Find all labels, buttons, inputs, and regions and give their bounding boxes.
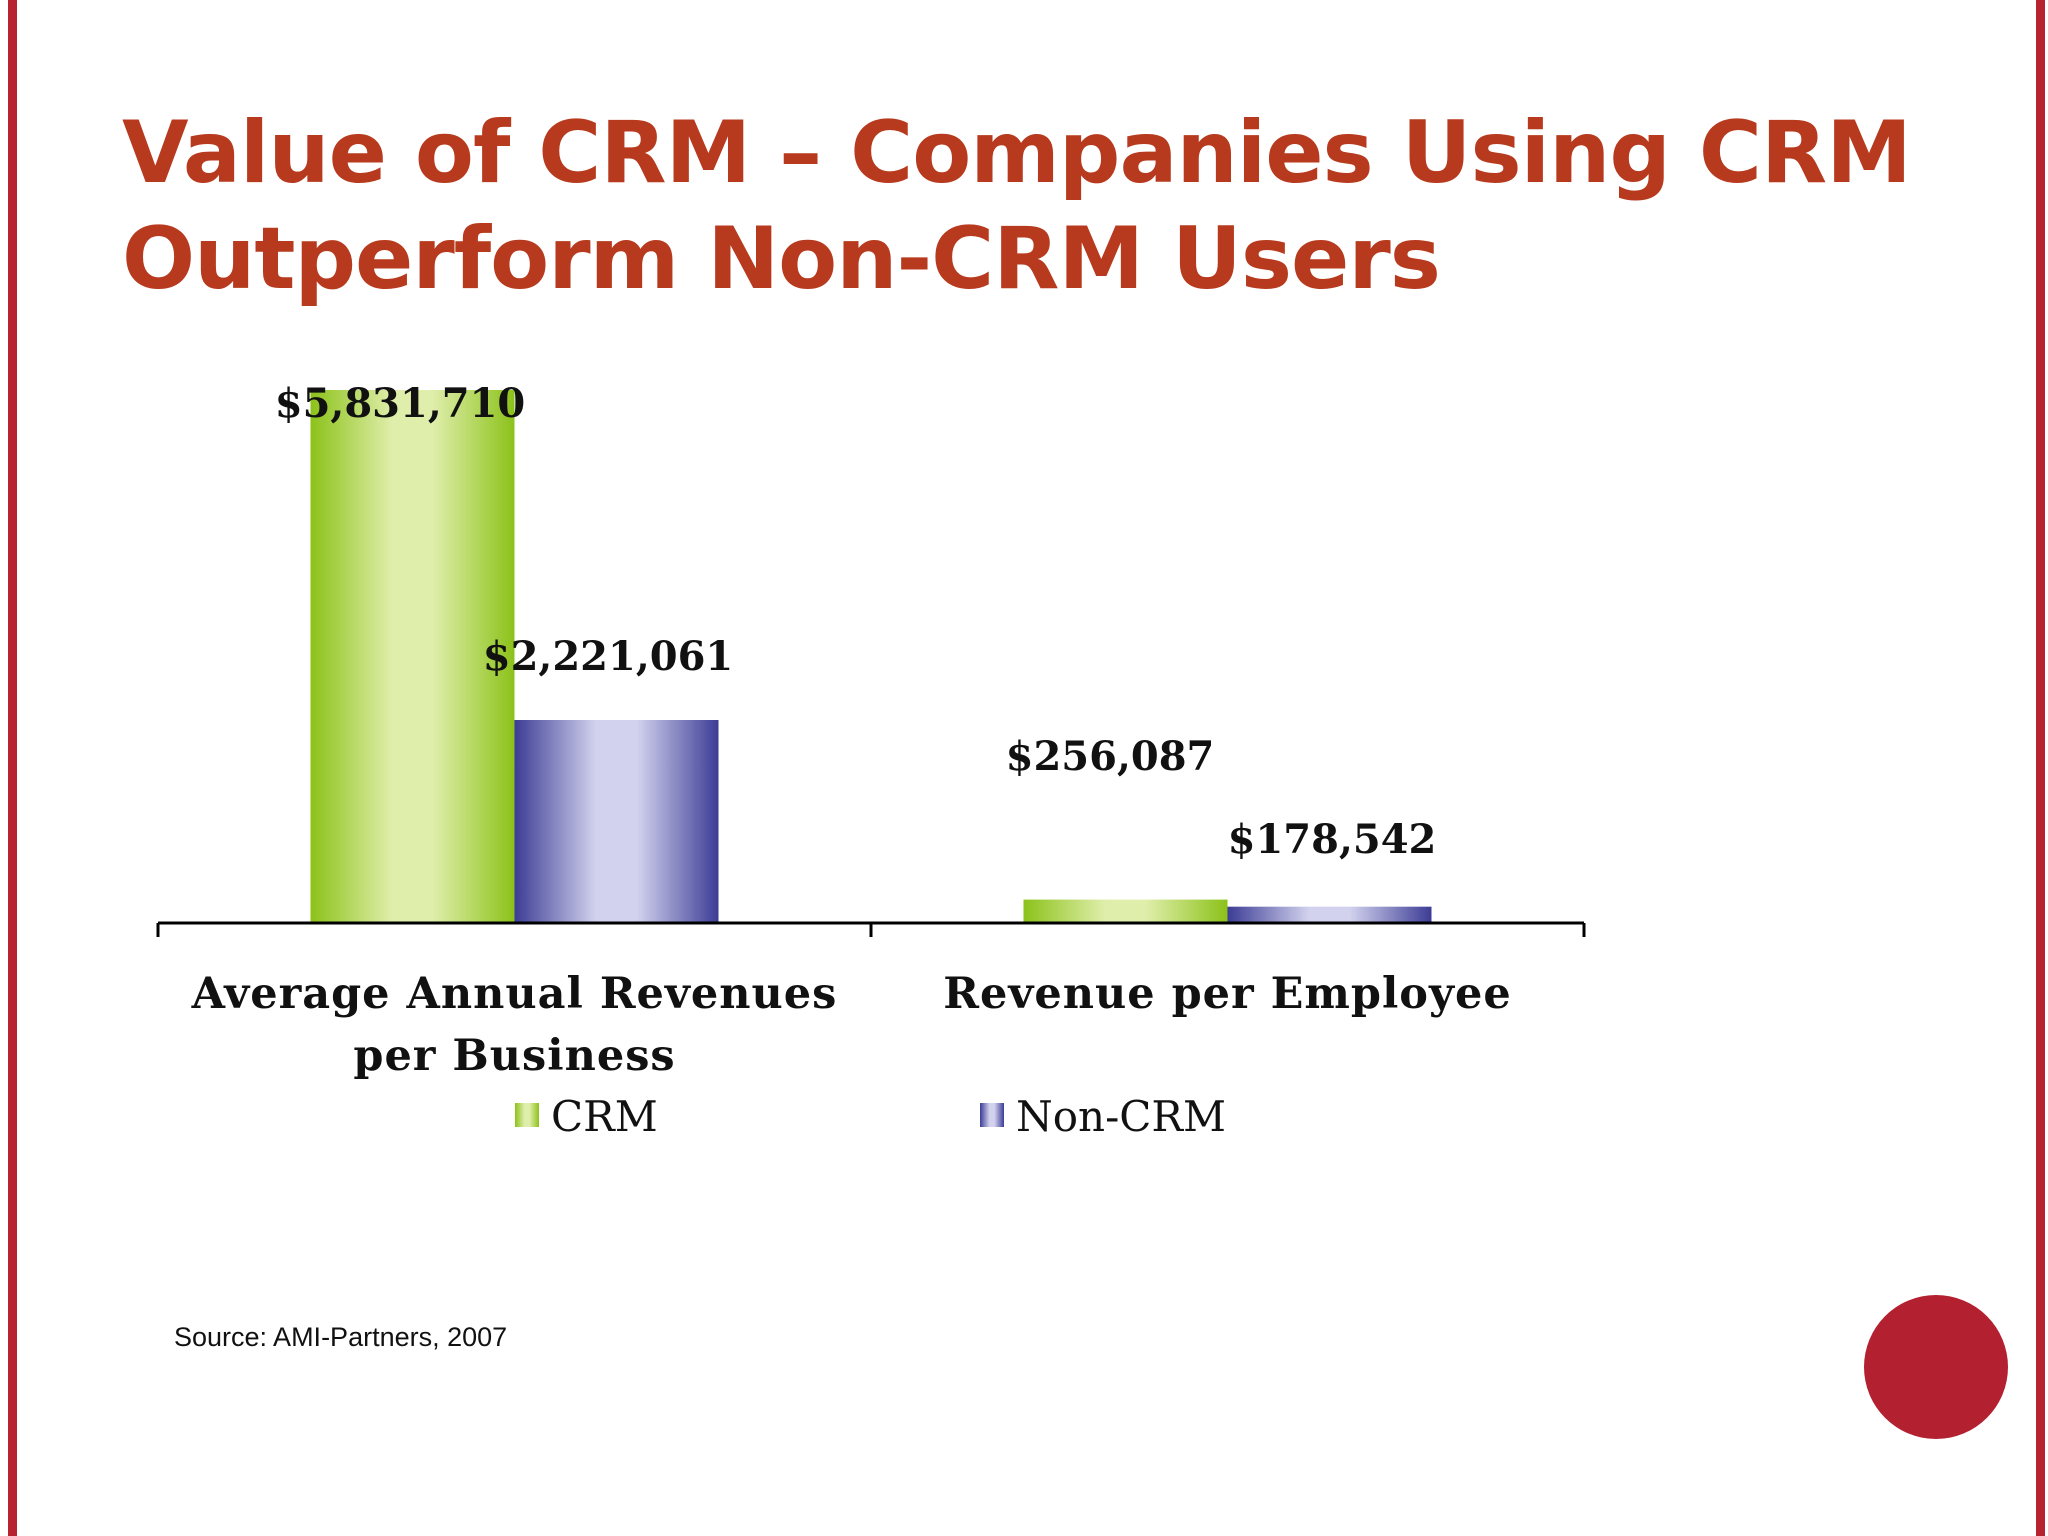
category-label-0-1: per Business	[353, 1031, 675, 1081]
bar-crm-1	[1023, 899, 1228, 923]
data-label-non-crm-1: $178,542	[1228, 816, 1437, 863]
slide-title: Value of CRM – Companies Using CRM Outpe…	[122, 100, 1912, 312]
bar-non-crm-1	[1227, 906, 1432, 923]
category-label-0-0: Average Annual Revenues	[191, 969, 838, 1019]
source-note: Source: AMI-Partners, 2007	[174, 1322, 508, 1352]
legend-swatch-crm	[515, 1103, 539, 1127]
left-accent-rule	[8, 0, 17, 1536]
slide-title-line-2: Outperform Non-CRM Users	[122, 209, 1441, 309]
right-accent-rule	[2036, 0, 2045, 1536]
decorative-red-circle	[1864, 1295, 2008, 1439]
slide-title-line-1: Value of CRM – Companies Using CRM	[122, 103, 1912, 203]
legend-label-crm: CRM	[551, 1092, 658, 1141]
data-label-crm-0: $5,831,710	[275, 380, 526, 427]
data-label-crm-1: $256,087	[1006, 733, 1215, 780]
bar-crm-0	[310, 390, 515, 923]
legend-label-non-crm: Non-CRM	[1016, 1092, 1226, 1141]
data-label-non-crm-0: $2,221,061	[483, 633, 734, 680]
category-label-1-0: Revenue per Employee	[943, 969, 1511, 1019]
legend-swatch-non-crm	[980, 1103, 1004, 1127]
bar-non-crm-0	[514, 720, 719, 923]
